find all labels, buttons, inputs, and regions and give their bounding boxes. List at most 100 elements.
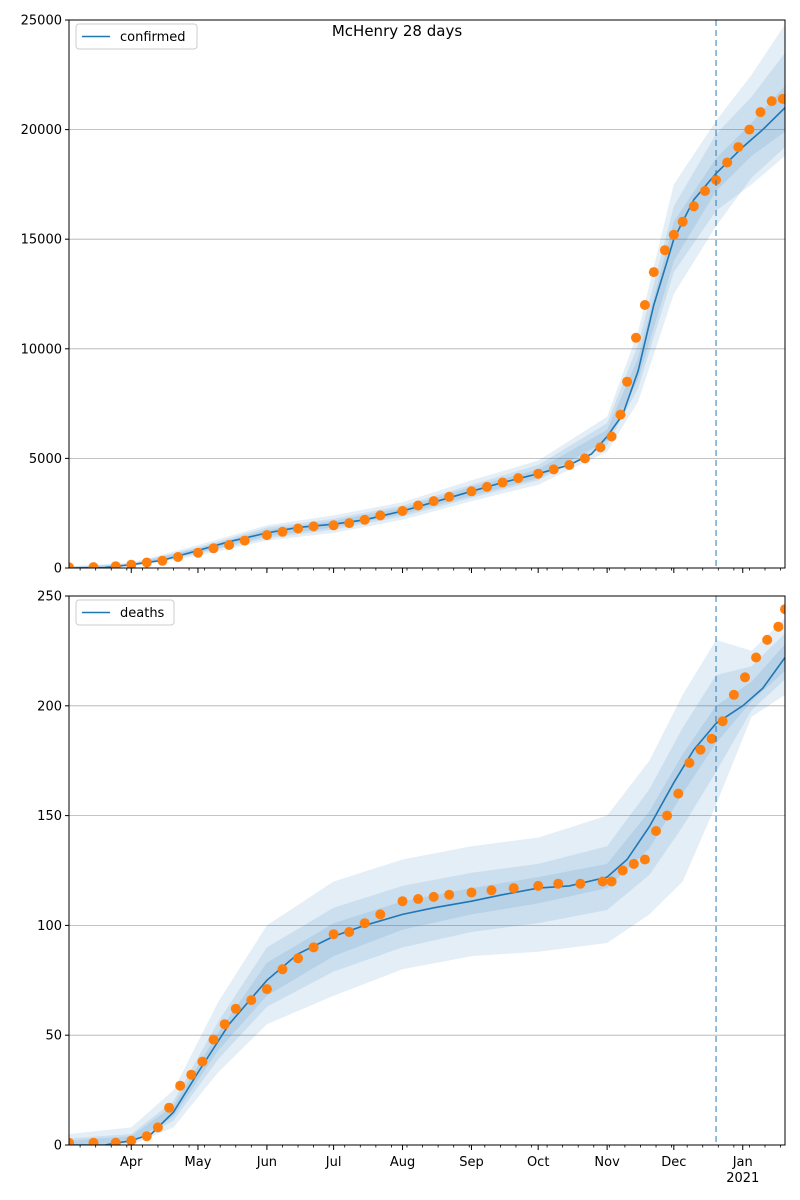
confirmed-data-point bbox=[444, 491, 455, 502]
deaths-x-tick-label: Nov bbox=[594, 1155, 620, 1170]
confirmed-data-point bbox=[548, 464, 559, 475]
deaths-legend-label: deaths bbox=[120, 606, 165, 621]
confirmed-legend-box bbox=[75, 23, 198, 50]
confirmed-data-point bbox=[606, 431, 617, 442]
confirmed-data-point bbox=[88, 562, 99, 568]
deaths-data-point bbox=[553, 878, 564, 889]
deaths-x-tick-label: 2021 bbox=[726, 1171, 759, 1186]
deaths-observed-points bbox=[69, 604, 785, 1145]
deaths-data-point bbox=[219, 1019, 230, 1030]
deaths-data-point bbox=[773, 621, 784, 632]
deaths-axes-frame bbox=[68, 595, 786, 1146]
deaths-y-tick-label: 100 bbox=[37, 919, 62, 934]
deaths-data-point bbox=[728, 689, 739, 700]
deaths-data-point bbox=[126, 1135, 137, 1145]
deaths-x-tick-label: May bbox=[185, 1155, 212, 1170]
confirmed-data-point bbox=[513, 473, 524, 484]
confirmed-data-point bbox=[208, 543, 219, 554]
deaths-data-point bbox=[152, 1122, 163, 1133]
deaths-y-tick-label: 150 bbox=[37, 809, 62, 824]
confirmed-data-point bbox=[359, 514, 370, 525]
deaths-x-tick-label: Jun bbox=[256, 1155, 277, 1170]
deaths-data-point bbox=[197, 1056, 208, 1067]
deaths-data-point bbox=[88, 1137, 99, 1145]
confirmed-uncertainty-band-1 bbox=[69, 52, 785, 568]
deaths-data-point bbox=[662, 810, 673, 821]
confirmed-y-tick-label: 10000 bbox=[21, 342, 62, 357]
confirmed-data-point bbox=[688, 201, 699, 212]
deaths-data-point bbox=[673, 788, 684, 799]
deaths-uncertainty-band-1 bbox=[69, 618, 785, 1145]
deaths-y-tick-label: 0 bbox=[54, 1139, 62, 1154]
deaths-data-point bbox=[508, 883, 519, 894]
deaths-x-tick-label: Oct bbox=[527, 1155, 549, 1170]
deaths-data-point bbox=[717, 716, 728, 727]
confirmed-data-point bbox=[173, 552, 183, 562]
confirmed-data-point bbox=[293, 523, 303, 534]
confirmed-data-point bbox=[261, 530, 272, 541]
deaths-data-point bbox=[444, 889, 455, 900]
confirmed-y-tick-label: 20000 bbox=[21, 123, 62, 138]
confirmed-data-point bbox=[533, 468, 544, 479]
deaths-legend: deaths bbox=[75, 599, 175, 626]
confirmed-panel: 0 5000 10000 15000 20000 25000 confirmed bbox=[21, 14, 786, 577]
confirmed-data-point bbox=[344, 518, 355, 529]
deaths-data-point bbox=[628, 858, 639, 869]
deaths-data-point bbox=[762, 634, 773, 645]
deaths-x-tick-label: Sep bbox=[459, 1155, 484, 1170]
deaths-x-tick-label: Jul bbox=[325, 1155, 342, 1170]
confirmed-data-point bbox=[397, 506, 408, 516]
deaths-data-point bbox=[397, 896, 408, 907]
deaths-data-point bbox=[575, 878, 586, 889]
confirmed-data-point bbox=[328, 520, 339, 531]
confirmed-data-point bbox=[700, 186, 710, 196]
confirmed-y-tick-label: 0 bbox=[54, 562, 62, 577]
confirmed-data-point bbox=[648, 267, 659, 278]
confirmed-data-point bbox=[497, 477, 508, 488]
confirmed-data-point bbox=[777, 93, 785, 104]
confirmed-data-point bbox=[428, 496, 439, 507]
deaths-data-point bbox=[639, 854, 650, 865]
deaths-plot-area bbox=[69, 604, 785, 1145]
confirmed-observed-points bbox=[69, 93, 785, 568]
confirmed-axes-frame bbox=[68, 19, 786, 569]
deaths-data-point bbox=[359, 918, 370, 929]
deaths-data-point bbox=[695, 744, 706, 755]
deaths-x-tick-label: Aug bbox=[390, 1155, 415, 1170]
confirmed-data-point bbox=[482, 481, 492, 492]
deaths-data-point bbox=[308, 942, 319, 953]
deaths-data-point bbox=[186, 1069, 197, 1080]
deaths-data-point bbox=[597, 876, 608, 887]
deaths-data-point bbox=[261, 984, 272, 995]
confirmed-data-point bbox=[733, 142, 744, 153]
deaths-data-point bbox=[617, 865, 628, 876]
confirmed-data-point bbox=[193, 547, 203, 558]
deaths-uncertainty-band-2 bbox=[69, 633, 785, 1145]
confirmed-data-point bbox=[375, 510, 386, 521]
deaths-data-point bbox=[651, 826, 661, 836]
deaths-data-point bbox=[293, 953, 303, 964]
confirmed-y-tick-label: 5000 bbox=[29, 452, 62, 467]
confirmed-data-point bbox=[308, 521, 319, 532]
deaths-data-point bbox=[428, 891, 439, 902]
confirmed-data-point bbox=[631, 332, 641, 343]
deaths-data-point bbox=[740, 672, 750, 683]
deaths-data-point bbox=[164, 1102, 175, 1113]
figure-title: McHenry 28 days bbox=[332, 22, 462, 40]
confirmed-y-tick-label: 15000 bbox=[21, 233, 62, 248]
confirmed-data-point bbox=[466, 486, 477, 497]
confirmed-data-point bbox=[110, 561, 121, 568]
confirmed-data-point bbox=[126, 559, 137, 568]
deaths-x-tick-label: Apr bbox=[120, 1155, 143, 1170]
confirmed-data-point bbox=[622, 376, 633, 387]
deaths-y-tick-label: 50 bbox=[45, 1029, 62, 1044]
confirmed-y-tick-label: 25000 bbox=[21, 14, 62, 29]
deaths-data-point bbox=[344, 927, 355, 937]
confirmed-data-point bbox=[579, 453, 590, 464]
deaths-data-point bbox=[110, 1137, 121, 1145]
deaths-data-point bbox=[375, 909, 386, 920]
confirmed-data-point bbox=[157, 555, 168, 566]
confirmed-data-point bbox=[677, 216, 688, 227]
deaths-x-tick-label: Dec bbox=[661, 1155, 686, 1170]
